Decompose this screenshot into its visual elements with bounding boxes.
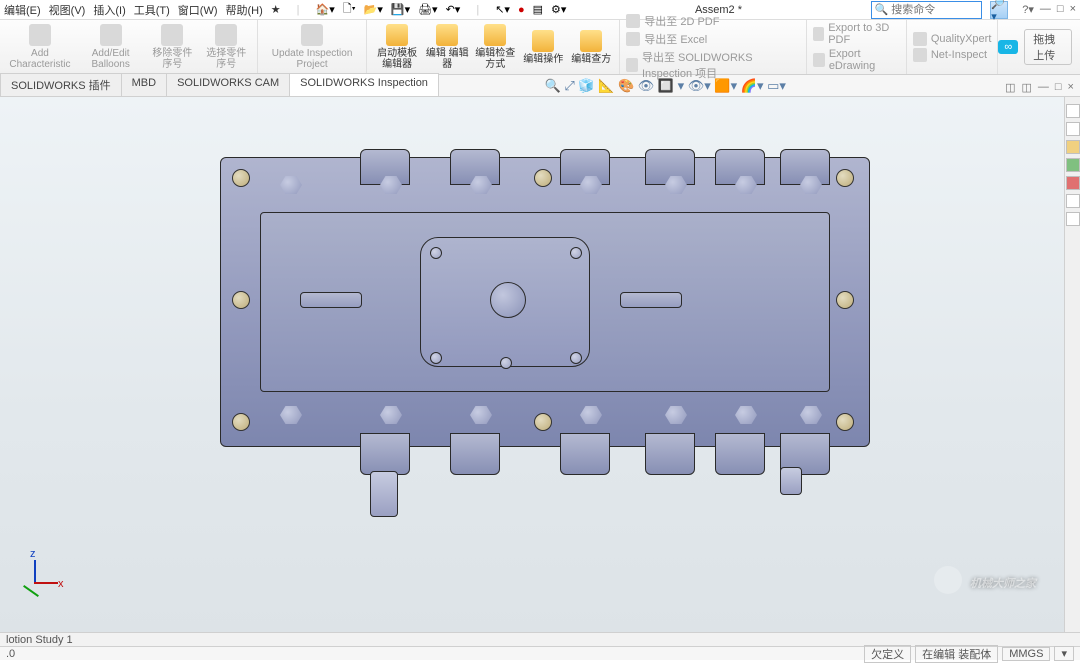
qtb-open-icon[interactable]: 📂▾	[364, 3, 383, 16]
ribbon-button[interactable]: 编辑 编辑器	[425, 22, 469, 72]
minimize-icon[interactable]: —	[1040, 3, 1051, 16]
taskpane-icon[interactable]	[1066, 140, 1080, 154]
maximize-icon[interactable]: □	[1057, 3, 1064, 16]
menu-edit[interactable]: 编辑(E)	[4, 2, 41, 18]
qtb-settings-icon[interactable]: ⚙▾	[551, 3, 566, 16]
status-coord: .0	[6, 648, 15, 660]
help-icon[interactable]: ?▾	[1022, 3, 1034, 16]
qtb-select-icon[interactable]: ↖▾	[495, 3, 510, 16]
status-extra[interactable]: ▾	[1054, 646, 1074, 661]
ribbon-button[interactable]: 编辑操作	[521, 22, 565, 72]
ribbon-button[interactable]: 编辑检查方式	[473, 22, 517, 72]
ribbon-button[interactable]: Update Inspection Project	[264, 22, 360, 72]
doc-min-icon[interactable]: —	[1038, 81, 1049, 94]
export-item[interactable]: QualityXpert	[913, 32, 992, 46]
ribbon: Add CharacteristicAdd/Edit Balloons移除零件序…	[0, 20, 1080, 75]
assembly-model	[220, 157, 870, 447]
export-item[interactable]: 导出至 Excel	[626, 31, 799, 47]
search-go-button[interactable]: 🔎▾	[990, 1, 1008, 19]
command-tab[interactable]: SOLIDWORKS 插件	[0, 73, 122, 96]
menu-window[interactable]: 窗口(W)	[178, 2, 218, 18]
menu-tools[interactable]: 工具(T)	[134, 2, 170, 18]
taskpane-icon[interactable]	[1066, 212, 1080, 226]
export-item[interactable]: 导出至 2D PDF	[626, 13, 799, 29]
taskpane-icon[interactable]	[1066, 158, 1080, 172]
qtb-new-icon[interactable]: 🗋▾	[343, 0, 356, 19]
status-bar: .0 欠定义 在编辑 装配体 MMGS ▾	[0, 646, 1080, 660]
command-tab[interactable]: MBD	[121, 73, 167, 96]
ribbon-button[interactable]: 移除零件序号	[147, 22, 197, 72]
panel-icon[interactable]: ◫	[1021, 81, 1031, 94]
export-item[interactable]: Export to 3D PDF	[813, 22, 900, 46]
status-units[interactable]: MMGS	[1002, 647, 1050, 661]
watermark: 机械大师之家	[934, 563, 1036, 594]
ribbon-button[interactable]: 选择零件序号	[201, 22, 251, 72]
export-item[interactable]: 导出至 SOLIDWORKS Inspection 项目	[626, 49, 799, 81]
command-tab[interactable]: SOLIDWORKS Inspection	[289, 73, 439, 96]
search-box[interactable]: 🔍	[871, 1, 983, 19]
command-tab[interactable]: SOLIDWORKS CAM	[166, 73, 290, 96]
qtb-list-icon[interactable]: ▤	[533, 3, 543, 16]
heads-up-toolbar[interactable]: 🔍 ⤢ 🧊 📐 🎨 👁 🔲 ▾ 👁▾ 🟧▾ 🌈▾ ▭▾	[545, 78, 786, 94]
menu-bar: 编辑(E) 视图(V) 插入(I) 工具(T) 窗口(W) 帮助(H) ★ | …	[0, 0, 1080, 20]
menu-star-icon[interactable]: ★	[271, 3, 281, 16]
search-input[interactable]	[891, 2, 981, 18]
panel-icon[interactable]: ◫	[1005, 81, 1015, 94]
qtb-rec-icon[interactable]: ●	[518, 4, 525, 16]
qtb-save-icon[interactable]: 💾▾	[391, 3, 410, 16]
taskpane-icon[interactable]	[1066, 104, 1080, 118]
graphics-viewport[interactable]: zx 机械大师之家	[0, 97, 1064, 632]
close-icon[interactable]: ×	[1070, 3, 1076, 16]
qtb-home-icon[interactable]: 🏠▾	[316, 3, 335, 16]
menu-view[interactable]: 视图(V)	[49, 2, 86, 18]
menu-insert[interactable]: 插入(I)	[93, 2, 125, 18]
export-item[interactable]: Net-Inspect	[913, 48, 992, 62]
taskpane-icon[interactable]	[1066, 122, 1080, 136]
doc-close-icon[interactable]: ×	[1068, 81, 1074, 94]
orientation-triad[interactable]: zx	[14, 560, 58, 604]
menu-help[interactable]: 帮助(H)	[226, 2, 263, 18]
upload-button[interactable]: 拖拽上传	[1024, 29, 1072, 65]
qtb-undo-icon[interactable]: ↶▾	[446, 3, 461, 16]
doc-max-icon[interactable]: □	[1055, 81, 1062, 94]
command-tab-strip: SOLIDWORKS 插件MBDSOLIDWORKS CAMSOLIDWORKS…	[0, 75, 1080, 97]
ribbon-button[interactable]: 编辑查方	[569, 22, 613, 72]
ribbon-button[interactable]: Add Characteristic	[6, 22, 74, 72]
ribbon-button[interactable]: Add/Edit Balloons	[78, 22, 144, 72]
cloud-badge[interactable]: ∞	[998, 40, 1018, 54]
search-icon: 🔍	[872, 3, 892, 16]
taskpane-icon[interactable]	[1066, 194, 1080, 208]
task-pane[interactable]	[1064, 97, 1080, 632]
qtb-print-icon[interactable]: 🖨▾	[418, 3, 438, 16]
export-item[interactable]: Export eDrawing	[813, 48, 900, 72]
ribbon-button[interactable]: 启动模板编辑器	[373, 22, 421, 72]
taskpane-icon[interactable]	[1066, 176, 1080, 190]
